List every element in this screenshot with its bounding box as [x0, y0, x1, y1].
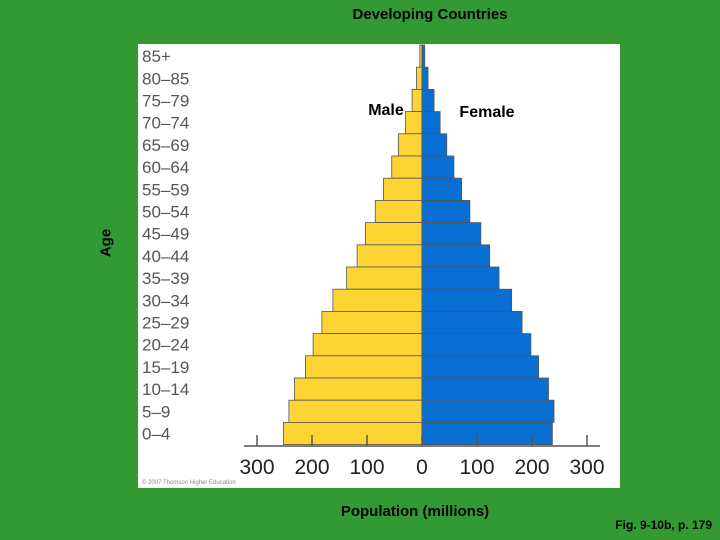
- bar-male-10: [346, 266, 423, 290]
- x-axis-tick-labels: 300 200 100 0 100 200 300: [239, 456, 604, 479]
- x-tick-label-4: 100: [459, 456, 494, 479]
- bar-male-1: [416, 66, 423, 90]
- x-tick-label-0: 300: [239, 456, 274, 479]
- x-tick-label-3: 0: [416, 456, 428, 479]
- bar-female-15: [421, 377, 549, 401]
- legend-female: Female: [459, 104, 514, 121]
- male-bars: [282, 44, 423, 445]
- y-axis-label: Age: [97, 228, 115, 258]
- bar-female-1: [421, 66, 429, 90]
- bar-female-16: [421, 399, 555, 423]
- age-label-6: 55–59: [142, 180, 189, 199]
- bar-female-13: [421, 333, 532, 357]
- bar-female-7: [421, 199, 471, 223]
- age-label-8: 45–49: [142, 225, 189, 244]
- bar-female-11: [421, 288, 513, 312]
- bar-male-4: [397, 133, 423, 157]
- x-tick-label-2: 100: [349, 456, 384, 479]
- bar-male-11: [332, 288, 423, 312]
- bar-female-8: [421, 222, 482, 246]
- bar-male-2: [411, 89, 423, 113]
- age-label-3: 70–74: [142, 114, 189, 133]
- age-label-17: 0–4: [142, 425, 170, 444]
- age-label-10: 35–39: [142, 269, 189, 288]
- slide-title: Developing Countries: [352, 6, 508, 23]
- bar-female-0: [421, 44, 426, 68]
- bar-male-6: [383, 177, 423, 201]
- bar-female-14: [421, 355, 539, 379]
- bar-male-12: [321, 310, 423, 334]
- x-axis-title: Population (millions): [340, 503, 490, 520]
- bar-female-3: [421, 111, 441, 135]
- age-label-9: 40–44: [142, 247, 189, 266]
- x-axis-ticks: [256, 435, 588, 446]
- bar-male-16: [288, 399, 423, 423]
- bar-male-8: [364, 222, 423, 246]
- age-label-14: 15–19: [142, 358, 189, 377]
- bar-male-14: [304, 355, 423, 379]
- age-label-15: 10–14: [142, 380, 189, 399]
- bar-female-6: [421, 177, 462, 201]
- bar-female-17: [421, 421, 553, 445]
- age-label-11: 30–34: [142, 291, 189, 310]
- bar-male-7: [374, 199, 423, 223]
- population-pyramid-chart: 85+ 80–85 75–79 70–74 65–69 60–64 55–59 50–54 45…: [142, 44, 605, 486]
- bar-male-3: [405, 111, 423, 135]
- age-label-13: 20–24: [142, 336, 189, 355]
- x-tick-label-1: 200: [294, 456, 329, 479]
- x-tick-label-6: 300: [569, 456, 604, 479]
- age-label-1: 80–85: [142, 69, 189, 88]
- bar-male-17: [282, 421, 423, 445]
- age-label-12: 25–29: [142, 314, 189, 333]
- copyright-text: © 2007 Thomson Higher Education: [142, 479, 236, 486]
- age-labels: 85+ 80–85 75–79 70–74 65–69 60–64 55–59 50–54 45…: [142, 47, 189, 443]
- bar-female-4: [421, 133, 448, 157]
- age-label-7: 50–54: [142, 203, 189, 222]
- bar-female-2: [421, 89, 435, 113]
- bar-male-15: [293, 377, 423, 401]
- legend-male: Male: [368, 102, 404, 119]
- bar-male-5: [391, 155, 423, 179]
- female-bars: [421, 44, 555, 445]
- x-tick-label-5: 200: [514, 456, 549, 479]
- chart-area: 85+ 80–85 75–79 70–74 65–69 60–64 55–59 50–54 45…: [138, 44, 620, 488]
- bar-male-9: [356, 244, 423, 268]
- age-label-0: 85+: [142, 47, 171, 66]
- age-label-5: 60–64: [142, 158, 189, 177]
- age-label-4: 65–69: [142, 136, 189, 155]
- bar-female-5: [421, 155, 455, 179]
- age-label-16: 5–9: [142, 402, 170, 421]
- bar-female-10: [421, 266, 500, 290]
- bar-female-9: [421, 244, 491, 268]
- age-label-2: 75–79: [142, 92, 189, 111]
- bar-male-13: [312, 333, 423, 357]
- bar-female-12: [421, 310, 523, 334]
- figure-caption: Fig. 9-10b, p. 179: [615, 518, 712, 532]
